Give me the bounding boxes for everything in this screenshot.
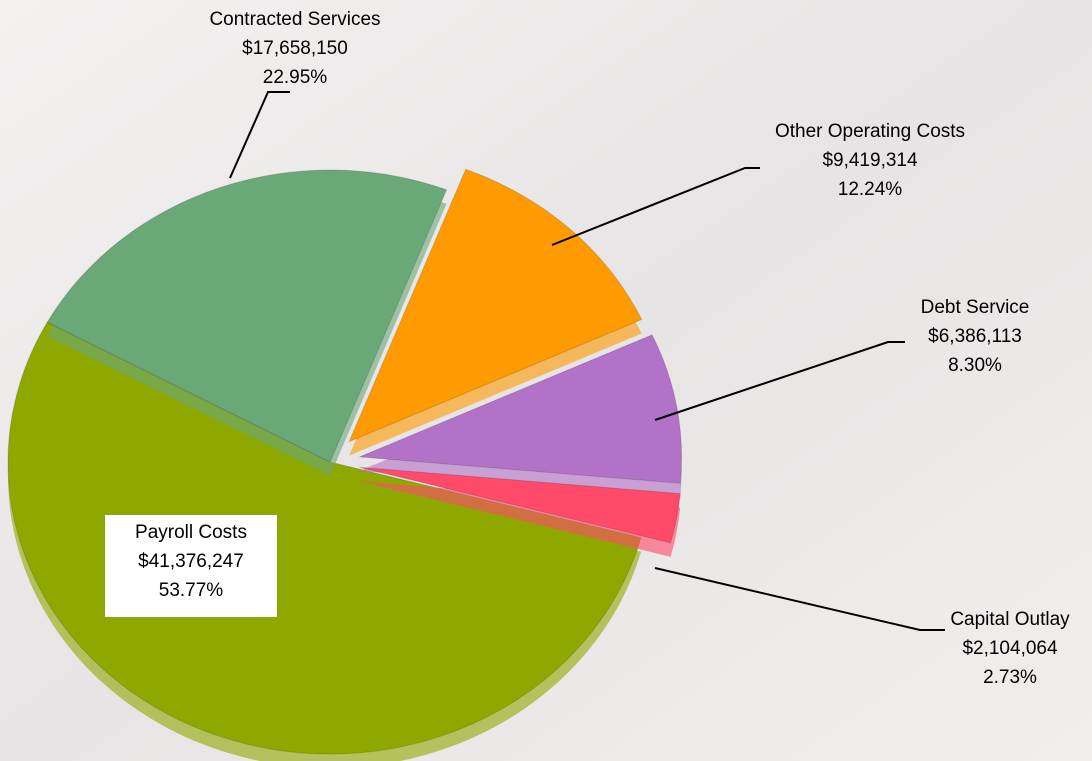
category-label: Payroll Costs [135, 522, 247, 543]
percentage-label: 22.95% [263, 67, 328, 88]
value-label: $9,419,314 [822, 150, 918, 171]
value-label: $17,658,150 [242, 38, 348, 59]
percentage-label: 53.77% [159, 580, 224, 601]
category-label: Other Operating Costs [775, 121, 965, 142]
category-label: Contracted Services [209, 9, 380, 30]
value-label: $6,386,113 [928, 326, 1022, 347]
percentage-label: 12.24% [838, 179, 903, 200]
category-label: Capital Outlay [950, 609, 1070, 630]
value-label: $41,376,247 [138, 551, 244, 572]
percentage-label: 8.30% [948, 355, 1002, 376]
percentage-label: 2.73% [983, 667, 1037, 688]
chart: Payroll Costs $41,376,247 53.77% Contracted… [0, 0, 1092, 761]
value-label: $2,104,064 [962, 638, 1058, 659]
category-label: Debt Service [921, 297, 1030, 318]
